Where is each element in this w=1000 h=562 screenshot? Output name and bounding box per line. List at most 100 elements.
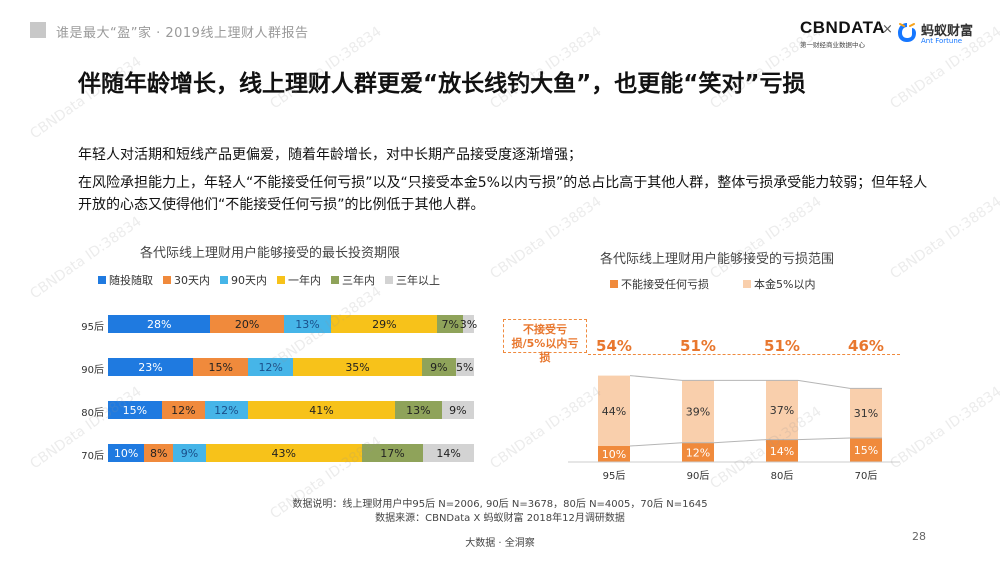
legend-swatch (331, 276, 339, 284)
bar-segment (850, 388, 882, 438)
bar-segment: 15% (193, 358, 249, 376)
bar-segment: 10% (108, 444, 145, 462)
legend-label: 三年内 (342, 274, 375, 287)
bar-segment (598, 446, 630, 462)
description-1: 年轻人对活期和短线产品更偏爱，随着年龄增长，对中长期产品接受度逐渐增强； (78, 147, 582, 163)
description-2: 在风险承担能力上，年轻人“不能接受任何亏损”以及“只接受本金5%以内亏损”的总占… (78, 175, 928, 213)
legend-swatch (743, 280, 751, 288)
legend-swatch (277, 276, 285, 284)
bar-row: 15% 12% 12% 41% 13% 9% (108, 401, 474, 419)
bar-row: 23% 15% 12% 35% 9% 5% (108, 358, 474, 376)
bar-segment (766, 439, 798, 462)
page-title: 伴随年龄增长，线上理财人群更爱“放长线钓大鱼”，也更能“笑对”亏损 (78, 71, 806, 97)
bar-value-label: 14% (770, 445, 794, 458)
cbndata-logo-text: CBNDATA (800, 18, 886, 37)
legend-label: 30天内 (174, 274, 210, 287)
legend-item-1: 30天内 (163, 272, 210, 288)
bar-segment: 28% (108, 315, 211, 333)
totals-dash-line (588, 354, 900, 355)
legend-swatch (98, 276, 106, 284)
bar-segment: 13% (283, 315, 332, 333)
ant-fortune-logo: 蚂蚁财富 Ant Fortune (896, 18, 976, 48)
bar-segment: 20% (210, 315, 284, 333)
watermark-text: CBNData ID:38834 (27, 213, 145, 303)
legend-label: 一年内 (288, 274, 321, 287)
legend-swatch (610, 280, 618, 288)
bar-segment: 9% (441, 401, 474, 419)
top-connector-line (629, 375, 882, 389)
total-value-label: 51% (680, 337, 716, 355)
bar-segment: 23% (108, 358, 194, 376)
bar-segment: 41% (247, 401, 396, 419)
legend-label: 本金5%以内 (754, 278, 816, 291)
category-label: 90后 (81, 365, 104, 376)
bar-row: 28% 20% 13% 29% 7% 3% (108, 315, 477, 333)
ant-fortune-logo-cn: 蚂蚁财富 (921, 24, 974, 39)
bar-value-label: 10% (602, 448, 626, 461)
category-label: 80后 (81, 408, 104, 419)
bar-segment: 3% (460, 315, 477, 333)
bar-segment: 13% (395, 401, 442, 419)
bar-value-label: 31% (854, 407, 878, 420)
bar-segment: 7% (437, 315, 463, 333)
legend-swatch (220, 276, 228, 284)
logo-separator: × (882, 22, 893, 37)
bar-segment: 43% (205, 444, 362, 462)
bar-segment: 8% (144, 444, 174, 462)
left-chart-title: 各代际线上理财用户能够接受的最长投资期限 (140, 246, 401, 261)
category-label: 70后 (81, 451, 104, 462)
category-label: 70后 (855, 470, 878, 482)
cbndata-logo-subtext: 第一财经商业数据中心 (800, 41, 865, 49)
legend-label: 不能接受任何亏损 (621, 278, 709, 291)
right-chart-legend: 不能接受任何亏损 本金5%以内 (610, 276, 815, 292)
ant-fortune-logo-en: Ant Fortune (921, 37, 963, 45)
legend-item-4: 三年内 (331, 272, 375, 288)
right-chart-svg: 10% 44% 95后 12% 39% 90后 14% 37% 80后 15% 31% 70后 (568, 375, 900, 482)
bar-value-label: 44% (602, 405, 626, 418)
bar-segment: 9% (422, 358, 456, 376)
footnote: 数据说明：线上理财用户中95后 N=2006, 90后 N=3678，80后 N… (0, 498, 1000, 526)
bar-segment: 12% (204, 401, 248, 419)
bar-value-label: 12% (686, 446, 710, 459)
bar-segment (850, 438, 882, 462)
category-label: 95后 (81, 322, 104, 333)
right-chart-title: 各代际线上理财用户能够接受的亏损范围 (600, 252, 835, 267)
legend-label: 90天内 (231, 274, 267, 287)
bar-row: 10% 8% 9% 43% 17% 14% (108, 444, 474, 462)
bar-segment (598, 375, 630, 446)
category-label: 95后 (603, 470, 626, 482)
left-chart-legend: 随投随取 30天内 90天内 一年内 三年内 三年以上 (98, 272, 440, 288)
bar-segment: 14% (423, 444, 474, 462)
bar-segment: 12% (161, 401, 205, 419)
totals-note-box: 不接受亏损/5%以内亏损 (503, 319, 587, 364)
bar-segment: 29% (331, 315, 438, 333)
bar-segment: 17% (361, 444, 424, 462)
ant-fortune-icon (898, 23, 916, 42)
legend-item-0: 随投随取 (98, 272, 153, 288)
bar-value-label: 39% (686, 406, 710, 419)
cbndata-logo: CBNDATA 第一财经商业数据中心 (800, 18, 886, 49)
legend-item-5: 三年以上 (385, 272, 440, 288)
legend-label: 三年以上 (396, 274, 440, 287)
category-label: 80后 (771, 470, 794, 482)
bar-segment (766, 380, 798, 440)
footnote-sample: 数据说明：线上理财用户中95后 N=2006, 90后 N=3678，80后 N… (292, 499, 708, 510)
footer-tag: 大数据 · 全洞察 (465, 538, 535, 549)
legend-swatch (385, 276, 393, 284)
mid-connector-line (629, 437, 882, 447)
footnote-source: 数据来源：CBNData X 蚂蚁财富 2018年12月调研数据 (375, 513, 625, 524)
bar-segment: 9% (173, 444, 206, 462)
legend-swatch (163, 276, 171, 284)
legend-label: 随投随取 (109, 274, 153, 287)
bar-value-label: 15% (854, 444, 878, 457)
legend-item-2: 90天内 (220, 272, 267, 288)
category-label: 90后 (687, 470, 710, 482)
page-number: 28 (912, 530, 926, 543)
legend-item-3: 一年内 (277, 272, 321, 288)
total-value-label: 46% (848, 337, 884, 355)
bar-segment: 15% (108, 401, 162, 419)
bar-segment: 12% (248, 358, 293, 376)
legend-item-1: 本金5%以内 (743, 276, 815, 292)
bar-segment: 35% (292, 358, 423, 376)
bar-segment (682, 442, 714, 462)
